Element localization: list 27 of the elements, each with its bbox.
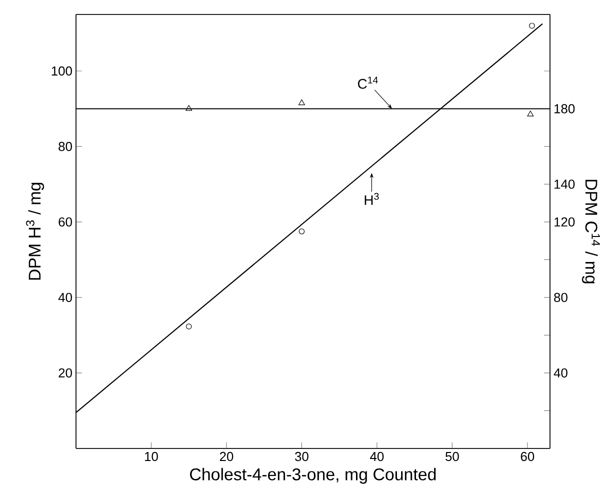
y-tick-label: 100 bbox=[52, 66, 72, 76]
x-tick-label: 20 bbox=[220, 452, 234, 462]
point bbox=[298, 99, 305, 106]
y2-tick-label: 40 bbox=[554, 368, 568, 378]
annotation: C$^{14}$ bbox=[358, 76, 378, 89]
point bbox=[298, 228, 305, 234]
y-tick-label: 60 bbox=[58, 217, 72, 227]
point bbox=[186, 324, 192, 330]
x-tick-label: 50 bbox=[446, 452, 459, 462]
x-axis-title: Cholest-4-en-3-one, mg Counted bbox=[190, 468, 436, 484]
annotation: H$^{3}$ bbox=[364, 192, 379, 205]
point bbox=[529, 22, 535, 29]
y-axis-title: DPM H$^{3}$ / mg bbox=[26, 182, 44, 280]
x-tick-label: 30 bbox=[295, 452, 308, 462]
y2-tick-label: 120 bbox=[554, 217, 575, 227]
x-tick-label: 10 bbox=[145, 452, 158, 462]
y-tick-label: 40 bbox=[58, 292, 72, 302]
y2-tick-label: 80 bbox=[554, 292, 568, 302]
y2-axis-title: DPM C$^{14}$ / mg bbox=[582, 180, 600, 284]
y-tick-label: 80 bbox=[58, 142, 72, 152]
y-tick-label: 20 bbox=[58, 368, 72, 378]
point bbox=[527, 110, 534, 116]
x-tick-label: 60 bbox=[520, 452, 534, 462]
y2-tick-label: 140 bbox=[554, 180, 575, 189]
point bbox=[186, 105, 192, 111]
y2-tick-label: 180 bbox=[554, 104, 575, 114]
x-tick-label: 40 bbox=[370, 452, 384, 462]
